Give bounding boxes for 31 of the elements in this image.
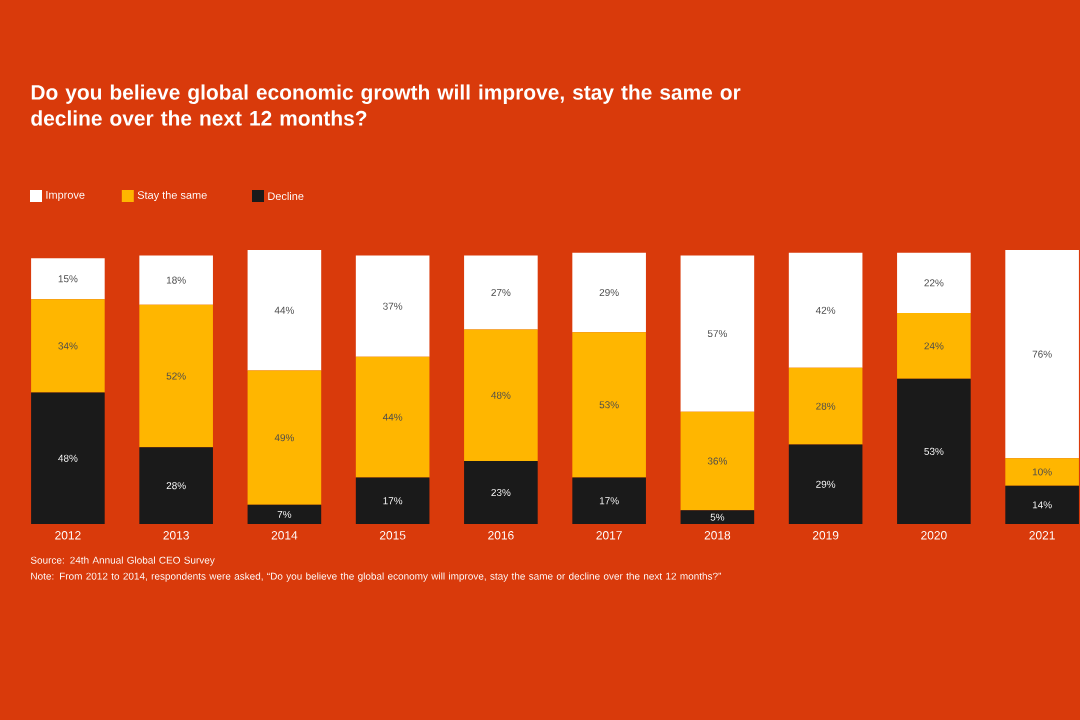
bar <box>355 255 430 357</box>
bar <box>897 313 971 379</box>
bar <box>680 255 755 412</box>
bar <box>572 477 646 524</box>
bar <box>897 378 971 524</box>
bar <box>897 252 971 314</box>
bar <box>572 332 646 478</box>
bar <box>139 304 213 448</box>
bar <box>572 252 646 333</box>
chart-title: Do you believe global economic growth will improve, stay the same or decline over the next 12 months? <box>31 84 741 126</box>
bar <box>139 447 213 524</box>
bar <box>247 504 322 524</box>
bar <box>788 367 863 445</box>
bar <box>680 510 755 524</box>
bar <box>680 411 755 511</box>
bar <box>31 299 105 393</box>
bar <box>788 252 863 368</box>
bar <box>464 255 538 330</box>
bar <box>355 477 430 524</box>
bar <box>247 249 322 371</box>
bar <box>1005 458 1079 486</box>
bar <box>355 356 430 478</box>
bar <box>464 329 538 461</box>
bar <box>247 370 322 505</box>
bar <box>464 460 538 524</box>
bar <box>139 255 213 305</box>
bar <box>1005 249 1079 459</box>
bar <box>1005 485 1079 524</box>
bar <box>788 444 863 524</box>
bar <box>31 258 105 300</box>
bar <box>31 392 105 524</box>
